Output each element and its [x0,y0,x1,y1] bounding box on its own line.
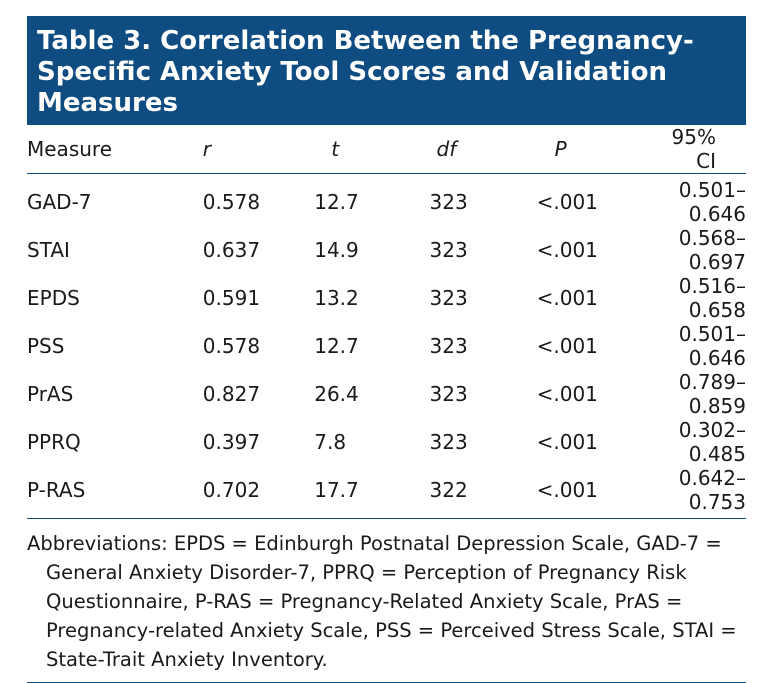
cell-df: 323 [429,190,468,214]
table-body: GAD-7 0.578 12.7 323 <.001 0.501–0.646 STAI 0.6… [27,174,746,519]
cell-ci: 0.568–0.697 [678,226,746,274]
cell-r: 0.637 [202,238,261,262]
cell-measure: EPDS [27,286,80,310]
cell-measure: PrAS [27,382,74,406]
cell-p: <.001 [536,334,598,358]
cell-measure: PPRQ [27,430,81,454]
cell-p: <.001 [536,190,598,214]
cell-ci: 0.302–0.485 [678,418,746,466]
cell-r: 0.397 [202,430,261,454]
table-row: PPRQ 0.397 7.8 323 <.001 0.302–0.485 [27,418,746,466]
table-row: P-RAS 0.702 17.7 322 <.001 0.642–0.753 [27,466,746,519]
table-figure: Table 3. Correlation Between the Pregnan… [27,16,746,683]
correlation-table: Measure r t df P 95% CI GAD-7 0.578 12.7 32… [27,125,746,519]
cell-measure: P-RAS [27,478,86,502]
cell-df: 323 [429,334,468,358]
cell-ci: 0.642–0.753 [678,466,746,514]
cell-p: <.001 [536,478,598,502]
table-title: Table 3. Correlation Between the Pregnan… [27,16,746,125]
cell-df: 323 [429,382,468,406]
cell-r: 0.702 [202,478,261,502]
header-measure: Measure [27,137,112,161]
cell-p: <.001 [536,430,598,454]
table-row: GAD-7 0.578 12.7 323 <.001 0.501–0.646 [27,174,746,226]
cell-ci: 0.516–0.658 [678,274,746,322]
cell-t: 17.7 [314,478,359,502]
table-header-row: Measure r t df P 95% CI [27,125,746,174]
cell-t: 12.7 [314,334,359,358]
table-row: PSS 0.578 12.7 323 <.001 0.501–0.646 [27,322,746,370]
cell-p: <.001 [536,286,598,310]
cell-r: 0.578 [202,190,261,214]
cell-p: <.001 [536,382,598,406]
header-r: r [202,137,212,161]
table-row: EPDS 0.591 13.2 323 <.001 0.516–0.658 [27,274,746,322]
cell-t: 14.9 [314,238,359,262]
cell-ci: 0.501–0.646 [678,322,746,370]
cell-t: 12.7 [314,190,359,214]
cell-df: 323 [429,238,468,262]
cell-measure: GAD-7 [27,190,92,214]
cell-r: 0.827 [202,382,261,406]
cell-ci: 0.789–0.859 [678,370,746,418]
table-row: STAI 0.637 14.9 323 <.001 0.568–0.697 [27,226,746,274]
cell-r: 0.591 [202,286,261,310]
cell-measure: PSS [27,334,65,358]
header-p: P [554,137,567,161]
table-row: PrAS 0.827 26.4 323 <.001 0.789–0.859 [27,370,746,418]
cell-df: 322 [429,478,468,502]
cell-ci: 0.501–0.646 [678,178,746,226]
cell-t: 7.8 [314,430,347,454]
table-footnote: Abbreviations: EPDS = Edinburgh Postnata… [27,519,746,683]
header-t: t [331,137,340,161]
header-ci: 95% CI [671,125,716,173]
cell-p: <.001 [536,238,598,262]
cell-r: 0.578 [202,334,261,358]
cell-measure: STAI [27,238,70,262]
cell-df: 323 [429,286,468,310]
cell-t: 26.4 [314,382,359,406]
header-df: df [436,137,457,161]
cell-df: 323 [429,430,468,454]
cell-t: 13.2 [314,286,359,310]
